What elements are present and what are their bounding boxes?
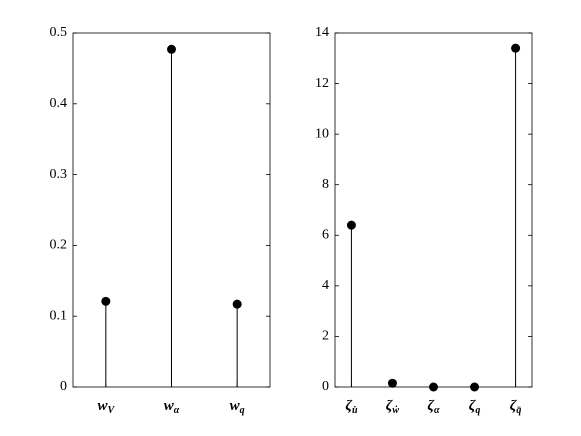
stem-marker xyxy=(470,382,480,392)
stem-marker xyxy=(101,296,111,306)
label-subscript: ẇ xyxy=(392,405,399,416)
label-symbol: ζ xyxy=(427,398,435,414)
y-tick-label: 10 xyxy=(315,126,329,141)
x-tick-label: wq xyxy=(230,398,245,416)
y-tick-label: 0.3 xyxy=(50,167,68,182)
label-subscript: q xyxy=(240,405,245,416)
plot: 00.10.20.30.40.5wV wα wq xyxy=(50,25,271,416)
label-symbol: w xyxy=(230,398,241,414)
x-tick-label: wV xyxy=(97,398,115,416)
stem-marker xyxy=(167,44,176,54)
label-symbol: w xyxy=(97,398,108,414)
y-tick-label: 14 xyxy=(315,25,329,40)
label-symbol: w xyxy=(164,398,175,414)
label-symbol: ζ xyxy=(345,398,353,414)
label-subscript: α xyxy=(174,405,180,416)
label-symbol: ζ xyxy=(469,398,477,414)
x-tick-label: ζẇ xyxy=(386,398,400,416)
label-subscript: q̄ xyxy=(516,405,521,416)
label-symbol: ζ xyxy=(510,398,518,414)
y-tick-label: 0.5 xyxy=(50,25,68,40)
stem-marker xyxy=(429,382,438,392)
x-tick-label: ζα xyxy=(427,398,440,416)
y-tick-label: 12 xyxy=(315,76,329,91)
x-tick-label: ζq xyxy=(469,398,481,416)
x-tick-label: ζu̇ xyxy=(345,398,358,416)
y-tick-label: 2 xyxy=(322,329,329,344)
y-tick-label: 0.2 xyxy=(50,238,68,253)
y-tick-label: 4 xyxy=(322,278,329,293)
y-tick-label: 0 xyxy=(322,379,329,394)
stem-marker xyxy=(232,299,242,309)
y-tick-label: 0.4 xyxy=(50,96,68,111)
y-tick-label: 0.1 xyxy=(50,308,68,323)
y-tick-label: 8 xyxy=(322,177,329,192)
x-tick-label: wα xyxy=(164,398,180,416)
label-subscript: α xyxy=(434,405,440,416)
stem-marker xyxy=(511,43,521,53)
label-subscript: u̇ xyxy=(352,405,358,416)
y-tick-label: 0 xyxy=(60,379,67,394)
stem-marker xyxy=(387,378,397,388)
label-subscript: q xyxy=(475,405,480,416)
x-tick-label: ζq̄ xyxy=(510,398,522,416)
stem-marker xyxy=(346,220,356,230)
y-tick-label: 6 xyxy=(322,228,329,243)
label-subscript: V xyxy=(108,405,116,416)
plot-frame xyxy=(334,32,533,388)
label-symbol: ζ xyxy=(386,398,394,414)
